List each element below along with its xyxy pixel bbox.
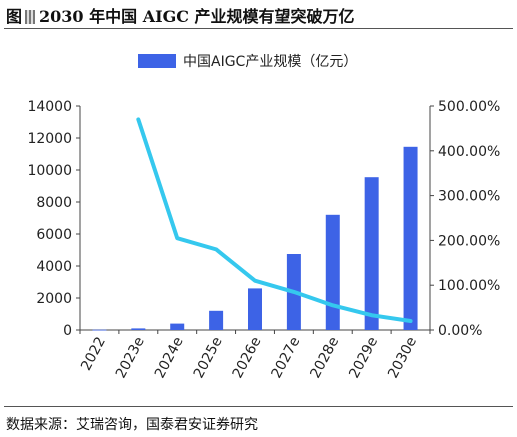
y-right-tick-label: 0.00% <box>438 323 482 339</box>
legend-label: 中国AIGC产业规模（亿元） <box>183 54 357 70</box>
title-text: 2030 年中国 AIGC 产业规模有望突破万亿 <box>39 7 355 26</box>
legend-swatch <box>138 54 176 68</box>
y-right-tick-label: 300.00% <box>438 189 500 205</box>
x-tick-label: 2025e <box>191 334 226 381</box>
x-tick-label: 2023e <box>113 334 148 381</box>
x-tick-label: 2022 <box>78 334 109 373</box>
x-tick-label: 2026e <box>230 334 265 381</box>
axes: 0 2000 4000 6000 8000 10000 12000 14000 0.00% 100… <box>27 99 500 339</box>
x-tick-label: 2029e <box>346 334 381 381</box>
bar-2028e <box>325 214 340 330</box>
y-left-tick-label: 12000 <box>27 131 72 147</box>
y-right-tick-label: 200.00% <box>438 233 500 249</box>
y-left-tick-label: 8000 <box>36 195 72 211</box>
y-left-tick-label: 4000 <box>36 259 72 275</box>
bar-2030e <box>403 146 418 330</box>
bar-2029e <box>364 177 379 330</box>
y-left-tick-label: 2000 <box>36 291 72 307</box>
x-tick-label: 2028e <box>307 334 342 381</box>
title-marker-icon <box>25 10 36 24</box>
y-right-tick-label: 400.00% <box>438 144 500 160</box>
top-divider <box>4 28 513 29</box>
y-right-tick-label: 500.00% <box>438 99 500 115</box>
x-tick-labels: 2022 2023e 2024e 2025e 2026e 2027e 2028e 2029e 2… <box>78 334 420 381</box>
bar-2023e <box>131 328 146 330</box>
x-tick-label: 2027e <box>269 334 304 381</box>
legend: 中国AIGC产业规模（亿元） <box>138 54 357 70</box>
y-left-tick-label: 14000 <box>27 99 72 115</box>
y-left-tick-label: 10000 <box>27 163 72 179</box>
growth-rate-line <box>136 117 413 324</box>
y-right-tick-label: 100.00% <box>438 278 500 294</box>
source-note: 数据来源：艾瑞咨询，国泰君安证券研究 <box>6 417 258 433</box>
bar-2026e <box>248 288 262 330</box>
y-left-tick-label: 6000 <box>36 227 72 243</box>
chart-title: 图 2030 年中国 AIGC 产业规模有望突破万亿 <box>6 3 355 27</box>
bar-series <box>92 146 418 331</box>
x-tick-label: 2024e <box>152 334 187 381</box>
y-left-tick-label: 0 <box>63 323 72 339</box>
line-series <box>136 117 413 324</box>
bottom-divider <box>4 406 513 407</box>
title-prefix: 图 <box>6 7 23 26</box>
bar-2022 <box>92 329 107 331</box>
bar-2025e <box>209 310 224 330</box>
x-tick-label: 2030e <box>385 334 420 381</box>
bar-2024e <box>170 323 185 330</box>
